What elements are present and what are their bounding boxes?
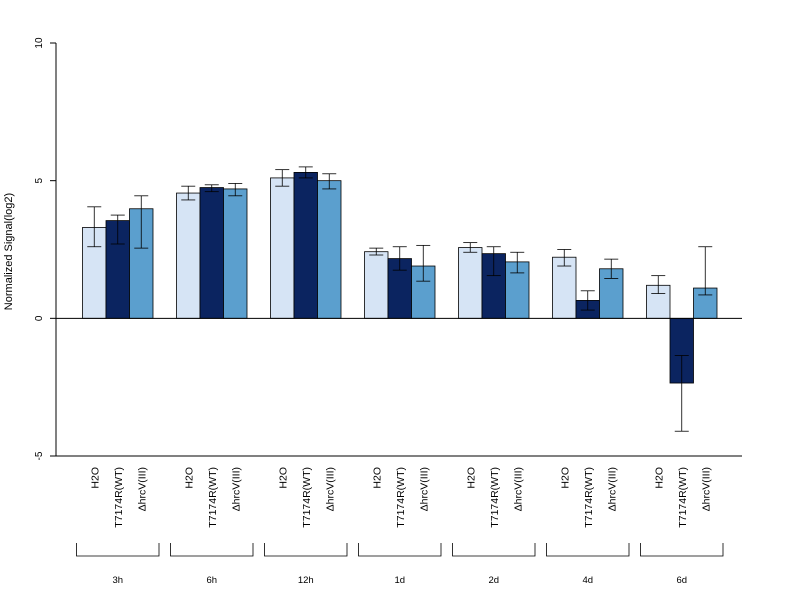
group-bracket: [170, 543, 254, 557]
bar-label: H2O: [277, 467, 289, 489]
group-bracket: [452, 543, 536, 557]
bar: [223, 188, 248, 319]
bar-label: H2O: [371, 467, 383, 489]
group-bracket: [358, 543, 442, 557]
bar-label: H2O: [465, 467, 477, 489]
bar: [364, 251, 389, 319]
bar-label: T7174R(WT): [677, 467, 689, 528]
bar: [270, 177, 295, 319]
error-bars: [87, 166, 713, 432]
y-axis-title: Normalized Signal(log2): [3, 193, 15, 310]
bar: [317, 180, 342, 319]
y-tick-label: 5: [34, 177, 45, 183]
group-label: 2d: [488, 575, 499, 586]
bar-label: ΔhrcV(III): [512, 467, 524, 511]
group-brackets: 3h 6h 12h 1d 2d 4d 6d: [76, 543, 724, 586]
group-label: 3h: [112, 575, 123, 586]
bar-label: T7174R(WT): [301, 467, 313, 528]
bar-label: T7174R(WT): [583, 467, 595, 528]
group-bracket: [546, 543, 630, 557]
group-bracket: [76, 543, 160, 557]
group-label: 6h: [206, 575, 217, 586]
bar-label: ΔhrcV(III): [324, 467, 336, 511]
group-label: 1d: [394, 575, 405, 586]
y-tick-label: 10: [34, 37, 45, 49]
bar-label: H2O: [559, 467, 571, 489]
group-bracket: [264, 543, 348, 557]
group-bracket: [640, 543, 724, 557]
bar: [176, 192, 201, 319]
bar-label: T7174R(WT): [113, 467, 125, 528]
group-label: 12h: [298, 575, 314, 586]
group-label: 4d: [582, 575, 593, 586]
bars: [82, 172, 718, 384]
bar-label: H2O: [89, 467, 101, 489]
bar-label: ΔhrcV(III): [606, 467, 618, 511]
bar-label: H2O: [183, 467, 195, 489]
group-label: 6d: [676, 575, 687, 586]
y-tick-label: -5: [34, 451, 45, 460]
y-tick-label: 0: [34, 315, 45, 321]
bar-label: T7174R(WT): [207, 467, 219, 528]
bar-label: ΔhrcV(III): [700, 467, 712, 511]
bar-label: T7174R(WT): [489, 467, 501, 528]
bar-label: H2O: [653, 467, 665, 489]
bar: [199, 187, 224, 319]
bar: [293, 172, 318, 319]
bar-label: ΔhrcV(III): [418, 467, 430, 511]
bar-label: T7174R(WT): [395, 467, 407, 528]
bar-labels: H2O T7174R(WT) ΔhrcV(III) H2O T7174R(WT) Δhrc…: [89, 467, 712, 528]
bar: [458, 247, 483, 319]
bar-label: ΔhrcV(III): [136, 467, 148, 511]
y-axis: -5 0 5 10: [34, 37, 57, 460]
bar-label: ΔhrcV(III): [230, 467, 242, 511]
